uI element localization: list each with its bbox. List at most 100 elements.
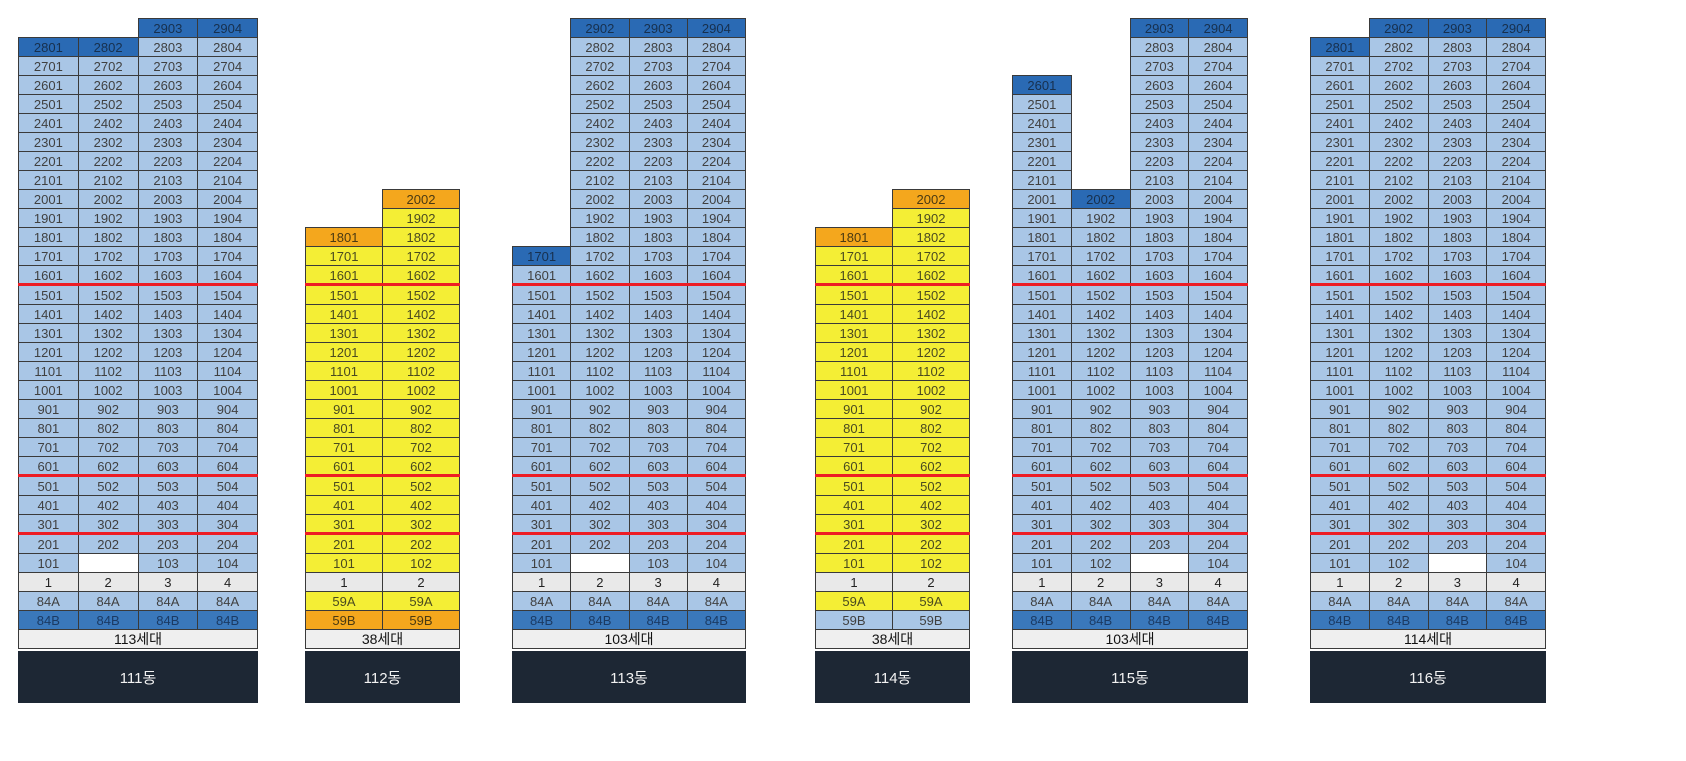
unit-113-2504[interactable]: 2504: [686, 94, 746, 114]
unit-115-2301[interactable]: 2301: [1012, 132, 1072, 152]
unit-111-1901[interactable]: 1901: [18, 208, 79, 228]
unit-116-2904[interactable]: 2904: [1486, 18, 1546, 38]
unit-111-2301[interactable]: 2301: [18, 132, 79, 152]
unit-111-1501[interactable]: 1501: [18, 285, 79, 305]
unit-116-2601[interactable]: 2601: [1310, 75, 1370, 95]
unit-113-1902[interactable]: 1902: [570, 208, 630, 228]
unit-116-101[interactable]: 101: [1310, 553, 1370, 573]
unit-112-1002[interactable]: 1002: [382, 380, 460, 400]
unit-116-2704[interactable]: 2704: [1486, 56, 1546, 76]
unit-116-704[interactable]: 704: [1486, 437, 1546, 457]
unit-111-2003[interactable]: 2003: [137, 189, 199, 209]
unit-113-701[interactable]: 701: [512, 437, 572, 457]
unit-116-2001[interactable]: 2001: [1310, 189, 1370, 209]
unit-115-902[interactable]: 902: [1070, 399, 1131, 419]
unit-113-2702[interactable]: 2702: [570, 56, 630, 76]
unit-113-2904[interactable]: 2904: [686, 18, 746, 38]
unit-111-2404[interactable]: 2404: [197, 113, 258, 133]
unit-115-701[interactable]: 701: [1012, 437, 1072, 457]
unit-116-1203[interactable]: 1203: [1427, 342, 1488, 362]
unit-113-1703[interactable]: 1703: [628, 246, 688, 266]
unit-111-2201[interactable]: 2201: [18, 151, 79, 171]
unit-112-202[interactable]: 202: [382, 534, 460, 554]
unit-111-1804[interactable]: 1804: [197, 227, 258, 247]
unit-111-802[interactable]: 802: [77, 418, 139, 438]
unit-111-301[interactable]: 301: [18, 514, 79, 534]
unit-116-2401[interactable]: 2401: [1310, 113, 1370, 133]
unit-114-2002[interactable]: 2002: [892, 189, 970, 209]
unit-116-1604[interactable]: 1604: [1486, 265, 1546, 285]
unit-112-1302[interactable]: 1302: [382, 323, 460, 343]
unit-112-401[interactable]: 401: [305, 495, 383, 515]
unit-115-703[interactable]: 703: [1129, 437, 1190, 457]
unit-116-1904[interactable]: 1904: [1486, 208, 1546, 228]
unit-113-2403[interactable]: 2403: [628, 113, 688, 133]
unit-116-503[interactable]: 503: [1427, 476, 1488, 496]
unit-111-1304[interactable]: 1304: [197, 323, 258, 343]
unit-111-2203[interactable]: 2203: [137, 151, 199, 171]
unit-116-403[interactable]: 403: [1427, 495, 1488, 515]
unit-116-1302[interactable]: 1302: [1368, 323, 1429, 343]
unit-114-202[interactable]: 202: [892, 534, 970, 554]
unit-113-801[interactable]: 801: [512, 418, 572, 438]
unit-116-1601[interactable]: 1601: [1310, 265, 1370, 285]
unit-113-104[interactable]: 104: [686, 553, 746, 573]
unit-111-2501[interactable]: 2501: [18, 94, 79, 114]
unit-113-101[interactable]: 101: [512, 553, 572, 573]
unit-113-404[interactable]: 404: [686, 495, 746, 515]
unit-111-203[interactable]: 203: [137, 534, 199, 554]
unit-115-1502[interactable]: 1502: [1070, 285, 1131, 305]
unit-115-401[interactable]: 401: [1012, 495, 1072, 515]
unit-111-1402[interactable]: 1402: [77, 304, 139, 324]
unit-111-704[interactable]: 704: [197, 437, 258, 457]
unit-111-604[interactable]: 604: [197, 456, 258, 476]
unit-111-304[interactable]: 304: [197, 514, 258, 534]
unit-116-304[interactable]: 304: [1486, 514, 1546, 534]
unit-114-702[interactable]: 702: [892, 437, 970, 457]
unit-113-2302[interactable]: 2302: [570, 132, 630, 152]
unit-115-2704[interactable]: 2704: [1188, 56, 1248, 76]
unit-115-2903[interactable]: 2903: [1129, 18, 1190, 38]
unit-116-2002[interactable]: 2002: [1368, 189, 1429, 209]
unit-112-2002[interactable]: 2002: [382, 189, 460, 209]
unit-114-301[interactable]: 301: [815, 514, 893, 534]
unit-111-702[interactable]: 702: [77, 437, 139, 457]
unit-113-2604[interactable]: 2604: [686, 75, 746, 95]
unit-111-402[interactable]: 402: [77, 495, 139, 515]
unit-111-2402[interactable]: 2402: [77, 113, 139, 133]
unit-111-1503[interactable]: 1503: [137, 285, 199, 305]
unit-116-303[interactable]: 303: [1427, 514, 1488, 534]
unit-111-1301[interactable]: 1301: [18, 323, 79, 343]
unit-113-1403[interactable]: 1403: [628, 304, 688, 324]
unit-115-1701[interactable]: 1701: [1012, 246, 1072, 266]
unit-114-801[interactable]: 801: [815, 418, 893, 438]
unit-114-1701[interactable]: 1701: [815, 246, 893, 266]
unit-113-201[interactable]: 201: [512, 534, 572, 554]
unit-111-2001[interactable]: 2001: [18, 189, 79, 209]
unit-111-2904[interactable]: 2904: [197, 18, 258, 38]
unit-113-1001[interactable]: 1001: [512, 380, 572, 400]
unit-116-502[interactable]: 502: [1368, 476, 1429, 496]
unit-111-1203[interactable]: 1203: [137, 342, 199, 362]
unit-114-1202[interactable]: 1202: [892, 342, 970, 362]
unit-116-504[interactable]: 504: [1486, 476, 1546, 496]
unit-111-2704[interactable]: 2704: [197, 56, 258, 76]
unit-111-1902[interactable]: 1902: [77, 208, 139, 228]
unit-113-1704[interactable]: 1704: [686, 246, 746, 266]
unit-113-1602[interactable]: 1602: [570, 265, 630, 285]
unit-115-101[interactable]: 101: [1012, 553, 1072, 573]
unit-115-2104[interactable]: 2104: [1188, 170, 1248, 190]
unit-111-101[interactable]: 101: [18, 553, 79, 573]
unit-115-2203[interactable]: 2203: [1129, 151, 1190, 171]
unit-111-903[interactable]: 903: [137, 399, 199, 419]
unit-114-1101[interactable]: 1101: [815, 361, 893, 381]
unit-113-1103[interactable]: 1103: [628, 361, 688, 381]
unit-115-1802[interactable]: 1802: [1070, 227, 1131, 247]
unit-116-1703[interactable]: 1703: [1427, 246, 1488, 266]
unit-116-1401[interactable]: 1401: [1310, 304, 1370, 324]
unit-116-2402[interactable]: 2402: [1368, 113, 1429, 133]
unit-115-301[interactable]: 301: [1012, 514, 1072, 534]
unit-116-1701[interactable]: 1701: [1310, 246, 1370, 266]
unit-111-902[interactable]: 902: [77, 399, 139, 419]
unit-115-2501[interactable]: 2501: [1012, 94, 1072, 114]
